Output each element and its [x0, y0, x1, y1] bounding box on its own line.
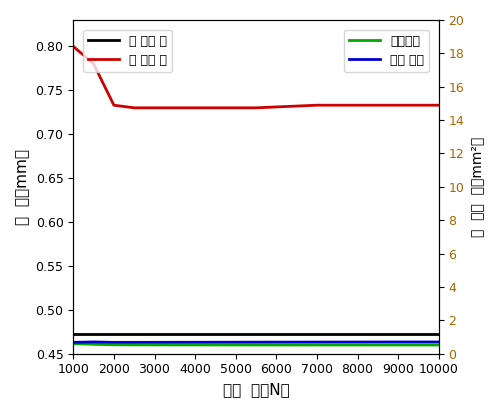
起皸区域	[70, 341, 76, 346]
最 小壁 厅	[375, 331, 381, 336]
最 小壁 厅	[355, 331, 361, 336]
起皸区域	[172, 342, 178, 347]
减薄 区域	[213, 340, 219, 345]
减薄 区域	[273, 339, 279, 344]
最 小壁 厅	[131, 331, 137, 336]
最 大壁 厅	[294, 103, 300, 108]
最 小壁 厅	[111, 331, 117, 336]
减薄 区域	[111, 340, 117, 345]
起皸区域	[192, 342, 198, 347]
最 大壁 厅	[111, 103, 117, 108]
Line: 最 大壁 厅: 最 大壁 厅	[73, 46, 439, 108]
起皸区域	[355, 342, 361, 347]
最 大壁 厅	[395, 103, 401, 108]
X-axis label: 压边  力（N）: 压边 力（N）	[223, 382, 289, 397]
最 大壁 厅	[233, 105, 239, 110]
最 大壁 厅	[355, 103, 361, 108]
最 大壁 厅	[436, 103, 442, 108]
最 小壁 厅	[334, 331, 340, 336]
最 小壁 厅	[314, 331, 320, 336]
减薄 区域	[131, 340, 137, 345]
起皸区域	[273, 342, 279, 347]
减薄 区域	[355, 339, 361, 344]
起皸区域	[152, 342, 158, 347]
最 大壁 厅	[172, 105, 178, 110]
最 大壁 厅	[253, 105, 259, 110]
最 大壁 厅	[334, 103, 340, 108]
起皸区域	[131, 342, 137, 347]
起皸区域	[213, 342, 219, 347]
最 小壁 厅	[213, 331, 219, 336]
减薄 区域	[416, 339, 422, 344]
最 大壁 厅	[192, 105, 198, 110]
起皸区域	[395, 342, 401, 347]
最 大壁 厅	[314, 103, 320, 108]
Legend: 起皸区域, 减薄 区域: 起皸区域, 减薄 区域	[344, 30, 429, 72]
Line: 起皸区域: 起皸区域	[73, 344, 439, 345]
最 小壁 厅	[416, 331, 422, 336]
起皸区域	[111, 342, 117, 347]
减薄 区域	[152, 340, 158, 345]
减薄 区域	[436, 339, 442, 344]
最 小壁 厅	[70, 331, 76, 336]
起皸区域	[91, 342, 97, 347]
减薄 区域	[294, 339, 300, 344]
起皸区域	[436, 342, 442, 347]
起皸区域	[375, 342, 381, 347]
最 小壁 厅	[152, 331, 158, 336]
最 小壁 厅	[395, 331, 401, 336]
Y-axis label: 壁  厘（mm）: 壁 厘（mm）	[15, 149, 30, 225]
减薄 区域	[334, 339, 340, 344]
减薄 区域	[233, 340, 239, 345]
最 大壁 厅	[213, 105, 219, 110]
减薄 区域	[314, 339, 320, 344]
减薄 区域	[395, 339, 401, 344]
最 大壁 厅	[152, 105, 158, 110]
最 大壁 厅	[131, 105, 137, 110]
最 小壁 厅	[294, 331, 300, 336]
起皸区域	[233, 342, 239, 347]
最 小壁 厅	[253, 331, 259, 336]
起皸区域	[253, 342, 259, 347]
最 大壁 厅	[91, 61, 97, 66]
起皸区域	[334, 342, 340, 347]
最 小壁 厅	[192, 331, 198, 336]
起皸区域	[294, 342, 300, 347]
减薄 区域	[91, 339, 97, 344]
最 小壁 厅	[273, 331, 279, 336]
最 小壁 厅	[233, 331, 239, 336]
Y-axis label: 区  域面  积（mm²）: 区 域面 积（mm²）	[470, 137, 484, 237]
最 小壁 厅	[91, 331, 97, 336]
减薄 区域	[172, 340, 178, 345]
减薄 区域	[375, 339, 381, 344]
最 小壁 厅	[436, 331, 442, 336]
减薄 区域	[70, 340, 76, 345]
起皸区域	[416, 342, 422, 347]
起皸区域	[314, 342, 320, 347]
最 小壁 厅	[172, 331, 178, 336]
最 大壁 厅	[375, 103, 381, 108]
减薄 区域	[192, 340, 198, 345]
最 大壁 厅	[70, 44, 76, 49]
减薄 区域	[253, 339, 259, 344]
最 大壁 厅	[273, 105, 279, 110]
最 大壁 厅	[416, 103, 422, 108]
